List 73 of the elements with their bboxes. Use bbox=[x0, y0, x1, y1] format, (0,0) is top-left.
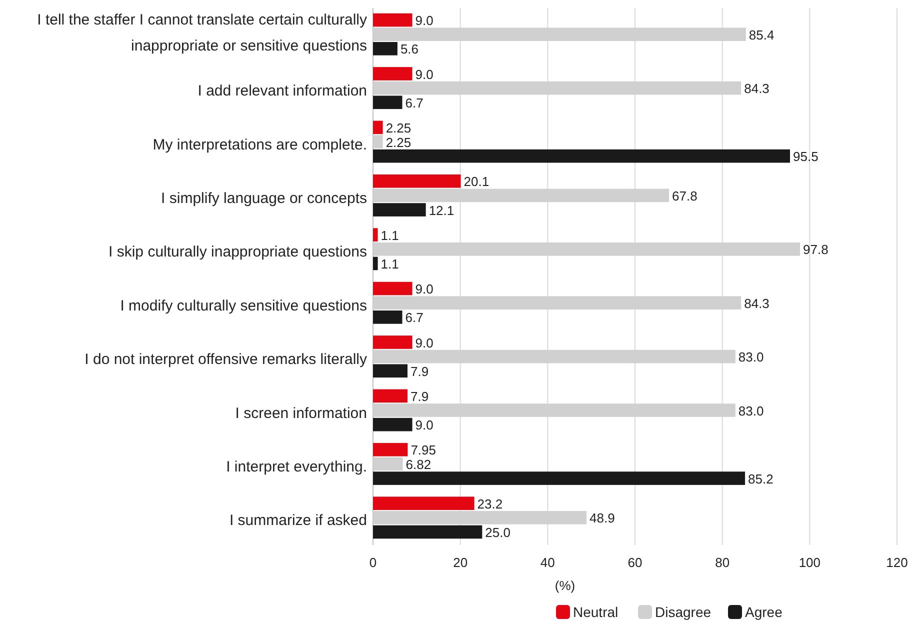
data-label: 6.7 bbox=[405, 310, 424, 326]
data-label: 6.82 bbox=[406, 457, 432, 472]
bar bbox=[373, 442, 408, 456]
data-label: 7.9 bbox=[410, 364, 429, 379]
y-tick-label: I screen information bbox=[235, 404, 367, 422]
data-label: 9.0 bbox=[415, 13, 434, 28]
bar bbox=[373, 203, 426, 216]
data-label: 85.4 bbox=[748, 27, 774, 42]
data-label: 67.8 bbox=[672, 188, 698, 204]
y-tick-label: I do not interpret offensive remarks literally bbox=[84, 351, 368, 368]
data-label: 84.3 bbox=[744, 81, 770, 96]
y-tick-label: I tell the staffer I cannot translate certain culturally inappropriate or sensitive questions bbox=[37, 11, 368, 55]
data-label: 7.95 bbox=[410, 442, 436, 458]
y-tick-label: I add relevant information bbox=[198, 82, 367, 100]
data-label: 20.1 bbox=[464, 174, 490, 190]
bar bbox=[373, 67, 412, 80]
x-tick-label: 120 bbox=[886, 555, 908, 570]
data-label: 83.0 bbox=[738, 350, 764, 365]
bar bbox=[373, 472, 746, 485]
data-label: 9.0 bbox=[415, 282, 434, 297]
data-label: 9.0 bbox=[415, 335, 434, 350]
y-tick-label: I summarize if asked bbox=[229, 512, 367, 530]
y-tick-label: I skip culturally inappropriate questions bbox=[108, 244, 367, 261]
bar bbox=[373, 496, 474, 510]
bar bbox=[373, 135, 383, 148]
legend-label: Agree bbox=[745, 604, 783, 620]
x-tick-label: 60 bbox=[628, 555, 642, 570]
legend-label: Neutral bbox=[573, 604, 618, 620]
data-label: 23.2 bbox=[477, 496, 503, 512]
bar bbox=[373, 13, 412, 27]
bar bbox=[373, 336, 412, 349]
data-label: 48.9 bbox=[590, 510, 615, 526]
bar bbox=[373, 457, 403, 471]
bar bbox=[373, 149, 790, 163]
x-tick-label: 100 bbox=[798, 555, 821, 570]
y-tick-label: My interpretations are complete. bbox=[152, 136, 367, 154]
data-label: 97.8 bbox=[803, 242, 828, 258]
data-label: 95.5 bbox=[793, 149, 818, 164]
bar bbox=[373, 256, 378, 270]
bar bbox=[373, 525, 482, 539]
x-tick-label: 20 bbox=[453, 555, 468, 570]
bar bbox=[373, 120, 383, 134]
x-axis-title: (%) bbox=[554, 578, 576, 593]
bar bbox=[373, 228, 378, 242]
data-label: 85.2 bbox=[748, 471, 774, 486]
bar bbox=[373, 96, 402, 110]
bar bbox=[373, 174, 461, 188]
bar bbox=[373, 364, 408, 378]
legend-label: Disagree bbox=[655, 604, 712, 620]
data-label: 12.1 bbox=[428, 202, 454, 218]
data-label: 7.9 bbox=[410, 388, 429, 404]
data-label: 2.25 bbox=[386, 134, 412, 150]
data-label: 9.0 bbox=[415, 418, 434, 433]
data-label: 83.0 bbox=[738, 403, 764, 418]
bar bbox=[373, 282, 412, 296]
y-tick-label: I modify culturally sensitive questions bbox=[120, 297, 367, 314]
data-label: 1.1 bbox=[380, 256, 399, 272]
bar bbox=[373, 389, 408, 403]
x-tick-label: 80 bbox=[715, 555, 730, 570]
x-tick-label: 40 bbox=[540, 555, 555, 570]
data-label: 9.0 bbox=[415, 66, 434, 82]
data-label: 25.0 bbox=[485, 525, 510, 540]
y-tick-label: I interpret everything. bbox=[226, 458, 367, 476]
data-label: 5.6 bbox=[400, 42, 419, 57]
data-label: 1.1 bbox=[380, 228, 399, 243]
data-label: 6.7 bbox=[405, 95, 424, 110]
bar bbox=[373, 310, 402, 324]
bar bbox=[373, 42, 398, 56]
bar bbox=[373, 418, 412, 432]
y-tick-label: I simplify language or concepts bbox=[161, 190, 367, 207]
x-tick-label: 0 bbox=[369, 555, 377, 570]
data-label: 84.3 bbox=[744, 296, 770, 311]
data-label: 2.25 bbox=[386, 120, 412, 136]
